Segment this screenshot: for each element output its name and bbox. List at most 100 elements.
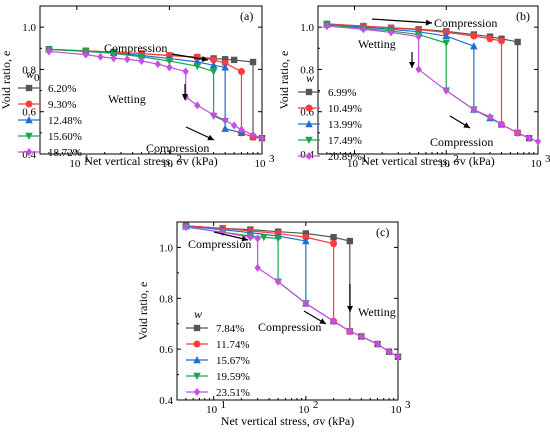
data-point bbox=[221, 59, 229, 67]
legend-marker bbox=[305, 104, 313, 112]
data-point bbox=[165, 57, 174, 65]
annotation-arrow-head bbox=[201, 56, 208, 62]
data-point bbox=[254, 234, 261, 243]
data-point bbox=[254, 263, 261, 272]
y-tick-label: 1.0 bbox=[22, 22, 36, 34]
data-point bbox=[534, 137, 542, 146]
data-point bbox=[247, 233, 254, 242]
data-point bbox=[249, 130, 257, 139]
data-point bbox=[394, 352, 402, 361]
x-tick-label: 10 bbox=[162, 158, 174, 170]
y-tick-label: 0.4 bbox=[159, 395, 173, 407]
panel-label: (c) bbox=[376, 225, 389, 239]
y-tick-label: 0.8 bbox=[22, 64, 36, 76]
data-point bbox=[387, 28, 395, 37]
x-tick-exponent: 1 bbox=[362, 153, 368, 165]
annotation-label: Wetting bbox=[108, 92, 146, 106]
legend-marker bbox=[25, 100, 33, 108]
data-point bbox=[470, 32, 478, 40]
data-point bbox=[302, 230, 310, 237]
data-point bbox=[514, 128, 521, 137]
legend-title: w bbox=[306, 71, 314, 85]
plot-frame bbox=[39, 5, 263, 155]
x-tick-label: 10 bbox=[206, 404, 218, 416]
y-axis-title: Void ratio, e bbox=[136, 282, 150, 341]
annotation-arrow-shaft bbox=[171, 53, 209, 61]
legend-label: 7.84% bbox=[216, 323, 244, 335]
data-point bbox=[415, 32, 422, 41]
legend-label: 9.30% bbox=[48, 99, 76, 111]
plot-frame bbox=[317, 5, 539, 155]
data-point bbox=[385, 347, 393, 356]
x-tick-exponent: 1 bbox=[84, 153, 90, 165]
data-point bbox=[330, 317, 337, 326]
annotation-label: Wetting bbox=[358, 305, 396, 319]
annotation-label: Compression bbox=[430, 135, 493, 149]
legend-label: 20.89% bbox=[328, 151, 362, 163]
legend-title: w bbox=[26, 67, 34, 81]
y-tick-label: 0.8 bbox=[159, 293, 173, 305]
x-tick-label: 10 bbox=[347, 158, 359, 170]
legend-marker bbox=[193, 388, 201, 396]
annotation-arrow-shaft bbox=[371, 18, 433, 24]
data-point bbox=[230, 121, 238, 130]
data-point bbox=[274, 277, 282, 286]
data-point bbox=[442, 39, 451, 47]
data-point bbox=[514, 38, 521, 46]
data-point bbox=[182, 223, 190, 232]
x-tick-label: 10 bbox=[69, 158, 81, 170]
x-tick-label: 10 bbox=[298, 404, 310, 416]
data-point bbox=[109, 50, 118, 58]
panel-label: (a) bbox=[240, 9, 253, 23]
annotation-label: Compression bbox=[258, 320, 321, 334]
annotation-label: Compression bbox=[146, 141, 209, 155]
data-point bbox=[274, 235, 282, 243]
data-point bbox=[194, 101, 201, 110]
y-tick-label: 1.0 bbox=[300, 22, 314, 34]
legend-label: 11.74% bbox=[216, 339, 250, 351]
data-point bbox=[498, 120, 505, 129]
data-point bbox=[258, 134, 266, 143]
x-axis-title: Net vertical stress, σv (kPa) bbox=[221, 414, 354, 428]
data-point bbox=[210, 110, 217, 119]
x-tick-exponent: 2 bbox=[313, 399, 319, 411]
x-tick-label: 10 bbox=[255, 158, 267, 170]
annotation-arrow-head bbox=[182, 94, 188, 100]
data-point bbox=[415, 65, 422, 74]
annotation-arrow-head bbox=[241, 235, 248, 242]
data-point bbox=[221, 56, 229, 63]
data-point bbox=[302, 299, 310, 308]
data-point bbox=[221, 116, 229, 125]
y-tick-label: 0.6 bbox=[22, 107, 36, 119]
legend-marker bbox=[25, 116, 33, 124]
data-point bbox=[442, 32, 451, 40]
data-point bbox=[154, 60, 162, 69]
x-tick-exponent: 3 bbox=[545, 153, 550, 165]
data-point bbox=[302, 237, 310, 245]
data-point bbox=[209, 68, 218, 76]
plot-frame bbox=[176, 221, 399, 401]
data-point bbox=[210, 56, 218, 64]
data-point bbox=[110, 54, 117, 63]
legend-label: 23.51% bbox=[216, 387, 250, 399]
data-point bbox=[97, 52, 104, 61]
y-tick-label: 0.8 bbox=[300, 64, 314, 76]
data-point bbox=[260, 234, 268, 242]
data-point bbox=[138, 56, 145, 65]
y-tick-label: 1.0 bbox=[159, 242, 173, 254]
y-axis-title: Void ratio, e bbox=[0, 51, 13, 110]
data-point bbox=[237, 68, 245, 76]
data-point bbox=[230, 56, 238, 64]
data-point bbox=[323, 22, 331, 31]
data-point bbox=[193, 63, 202, 71]
series-line bbox=[326, 23, 518, 134]
data-point bbox=[182, 67, 189, 76]
data-point bbox=[525, 134, 533, 143]
legend-title: w bbox=[194, 307, 202, 321]
legend-label: 10.49% bbox=[328, 103, 362, 115]
legend-marker bbox=[25, 84, 33, 92]
